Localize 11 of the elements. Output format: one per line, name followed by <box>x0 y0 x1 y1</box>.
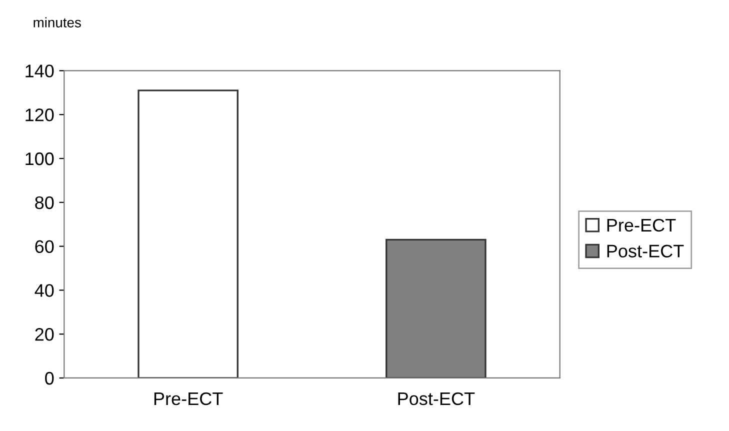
legend-label: Post-ECT <box>607 244 684 258</box>
legend-label: Pre-ECT <box>607 218 676 232</box>
y-tick-label: 20 <box>35 328 54 341</box>
y-tick-label: 40 <box>34 284 54 297</box>
y-tick-label: 120 <box>26 108 54 122</box>
y-tick-label: 80 <box>35 196 54 210</box>
y-tick-label: 140 <box>26 64 54 78</box>
y-axis-title: minutes <box>34 17 81 28</box>
y-tick-label: 100 <box>26 152 54 166</box>
y-tick-label: 0 <box>45 372 54 385</box>
y-tick-label: 60 <box>35 240 54 254</box>
